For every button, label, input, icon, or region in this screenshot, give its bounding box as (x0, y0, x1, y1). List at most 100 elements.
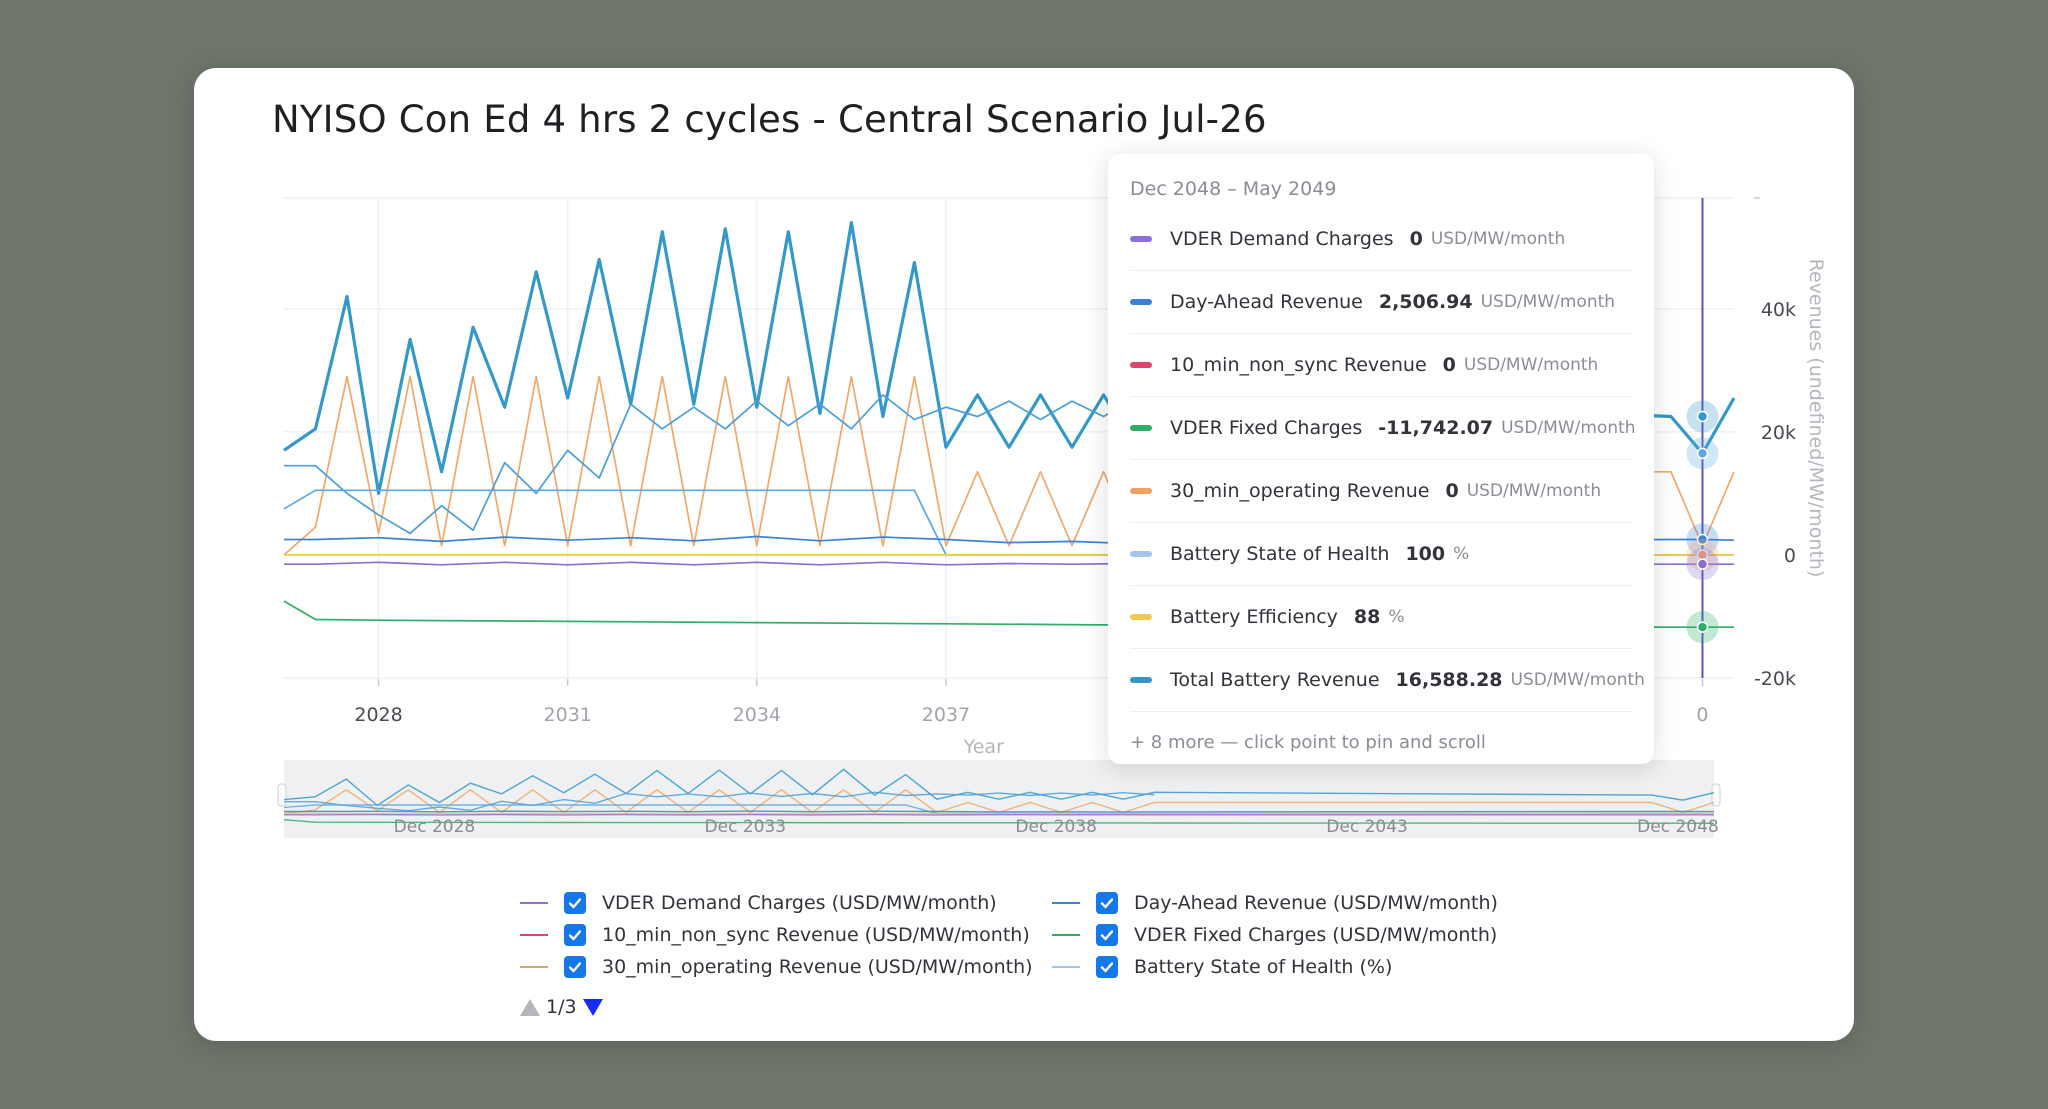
legend-checkbox-icon[interactable] (564, 892, 586, 914)
legend-checkbox-icon[interactable] (564, 924, 586, 946)
tooltip-series-unit: % (1453, 544, 1470, 564)
page-down-icon[interactable] (582, 998, 603, 1016)
x-tick-label: 0 (1696, 704, 1708, 726)
hover-point[interactable] (1696, 621, 1709, 633)
tooltip-swatch (1130, 488, 1152, 494)
x-axis-title: Year (963, 736, 1004, 758)
tooltip-series-unit: USD/MW/month (1501, 418, 1636, 438)
legend-line-swatch (1052, 902, 1080, 904)
hover-point[interactable] (1696, 533, 1709, 546)
tooltip-row: Total Battery Revenue 16,588.28 USD/MW/mon… (1130, 649, 1645, 712)
navigator-series-1 (283, 788, 1715, 815)
navigator-tick-label: Dec 2048 (1637, 817, 1719, 837)
x-tick-label: 2034 (733, 704, 781, 726)
y-tick-label: 40k (1761, 299, 1796, 321)
tooltip-swatch (1130, 362, 1152, 368)
legend-line-swatch (1052, 934, 1080, 936)
x-tick-label: 2031 (544, 704, 592, 726)
tooltip-series-name: 30_min_operating Revenue (1170, 480, 1430, 502)
legend-checkbox-icon[interactable] (1096, 956, 1118, 978)
tooltip-series-name: Battery Efficiency (1170, 606, 1338, 628)
chart-card: NYISO Con Ed 4 hrs 2 cycles - Central Sc… (194, 68, 1854, 1041)
tooltip-row: 30_min_operating Revenue 0 USD/MW/month (1130, 460, 1632, 523)
legend-checkbox-icon[interactable] (564, 956, 586, 978)
tooltip-series-value: 88 (1353, 606, 1381, 628)
navigator-series-7 (283, 819, 1714, 824)
tooltip-swatch (1130, 677, 1152, 683)
tooltip-series-unit: % (1388, 607, 1405, 627)
series-line-2[interactable] (284, 394, 1167, 535)
navigator-tick-label: Dec 2043 (1326, 817, 1408, 837)
legend-item[interactable]: Day-Ahead Revenue (USD/MW/month) (1052, 888, 1498, 918)
series-line-0[interactable] (283, 221, 1736, 495)
navigator-series-2 (284, 791, 1155, 812)
tooltip-row: Battery Efficiency 88% (1130, 586, 1632, 649)
navigator-right-handle[interactable] (1711, 783, 1721, 807)
y-axis-title: Revenues (undefined/MW/month) (1805, 259, 1827, 578)
tooltip-swatch (1130, 425, 1152, 431)
navigator-series-5 (284, 810, 1715, 813)
legend-checkbox-icon[interactable] (1096, 892, 1118, 914)
tooltip-series-value: 2,506.94 (1378, 291, 1473, 313)
x-tick-label: 2028 (354, 704, 402, 726)
navigator-tick-label: Dec 2033 (705, 817, 787, 837)
legend-label: 10_min_non_sync Revenue (USD/MW/month) (602, 924, 1030, 946)
legend-item[interactable]: VDER Fixed Charges (USD/MW/month) (1052, 920, 1497, 950)
tooltip-footer: + 8 more — click point to pin and scroll (1130, 732, 1486, 753)
tooltip-swatch (1130, 614, 1152, 620)
legend-line-swatch (520, 902, 548, 904)
tooltip-series-unit: USD/MW/month (1463, 355, 1599, 375)
legend-label: 30_min_operating Revenue (USD/MW/month) (602, 956, 1033, 978)
tooltip-swatch (1130, 551, 1152, 557)
tooltip-row: VDER Fixed Charges -11,742.07 USD/MW/month (1130, 397, 1636, 460)
legend-label: Day-Ahead Revenue (USD/MW/month) (1134, 892, 1498, 914)
tooltip-series-value: 0 (1442, 354, 1456, 376)
y-tick-label: 0 (1784, 545, 1796, 567)
tooltip-series-unit: USD/MW/month (1430, 229, 1566, 249)
tooltip-series-value: 0 (1409, 228, 1423, 250)
tooltip-row: 10_min_non_sync Revenue 0 USD/MW/month (1130, 334, 1632, 397)
legend-line-swatch (1052, 966, 1080, 968)
tooltip-series-value: -11,742.07 (1378, 417, 1494, 439)
tooltip-series-unit: USD/MW/month (1510, 670, 1645, 690)
legend-item[interactable]: 30_min_operating Revenue (USD/MW/month) (520, 952, 1033, 982)
tooltip-series-name: VDER Fixed Charges (1170, 417, 1363, 439)
tooltip-series-value: 100 (1405, 543, 1446, 565)
tooltip-series-name: 10_min_non_sync Revenue (1170, 354, 1427, 376)
navigator-left-handle[interactable] (277, 783, 287, 807)
tooltip-series-name: Day-Ahead Revenue (1170, 291, 1363, 313)
line-chart[interactable]: 202820312034203720Year40k20k0-20kRevenue… (194, 68, 1854, 1041)
tooltip-series-value: 16,588.28 (1395, 669, 1503, 691)
legend-item[interactable]: 10_min_non_sync Revenue (USD/MW/month) (520, 920, 1030, 950)
tooltip-series-unit: USD/MW/month (1466, 481, 1602, 501)
hover-tooltip: Dec 2048 – May 2049 VDER Demand Charges 0… (1108, 154, 1654, 764)
tooltip-series-value: 0 (1445, 480, 1459, 502)
legend-checkbox-icon[interactable] (1096, 924, 1118, 946)
chart-title: NYISO Con Ed 4 hrs 2 cycles - Central Sc… (272, 98, 1267, 141)
y-tick-label: 20k (1761, 422, 1796, 444)
legend-item[interactable]: Battery State of Health (%) (1052, 952, 1392, 982)
y-tick-label: -20k (1754, 668, 1796, 690)
hover-point[interactable] (1696, 410, 1709, 423)
tooltip-row: Day-Ahead Revenue 2,506.94 USD/MW/month (1130, 271, 1632, 334)
page-up-icon[interactable] (520, 998, 540, 1016)
legend-label: VDER Fixed Charges (USD/MW/month) (1134, 924, 1498, 946)
legend-item[interactable]: VDER Demand Charges (USD/MW/month) (520, 888, 997, 918)
legend-line-swatch (520, 966, 548, 968)
hover-point[interactable] (1696, 558, 1709, 570)
x-tick-label: 2037 (922, 704, 970, 726)
tooltip-header: Dec 2048 – May 2049 (1130, 178, 1337, 200)
tooltip-series-name: VDER Demand Charges (1170, 228, 1394, 250)
navigator-tick-label: Dec 2028 (394, 817, 476, 837)
navigator-tick-label: Dec 2038 (1015, 817, 1097, 837)
hover-point[interactable] (1696, 447, 1709, 460)
tooltip-series-name: Battery State of Health (1170, 543, 1390, 565)
tooltip-series-unit: USD/MW/month (1480, 292, 1616, 312)
series-line-1[interactable] (283, 375, 1735, 556)
tooltip-row: VDER Demand Charges 0 USD/MW/month (1130, 208, 1632, 271)
legend-page-indicator: 1/3 (546, 996, 577, 1018)
navigator-series-0 (283, 768, 1715, 807)
legend-label: VDER Demand Charges (USD/MW/month) (602, 892, 997, 914)
tooltip-series-name: Total Battery Revenue (1170, 669, 1380, 691)
legend-label: Battery State of Health (%) (1134, 956, 1393, 978)
